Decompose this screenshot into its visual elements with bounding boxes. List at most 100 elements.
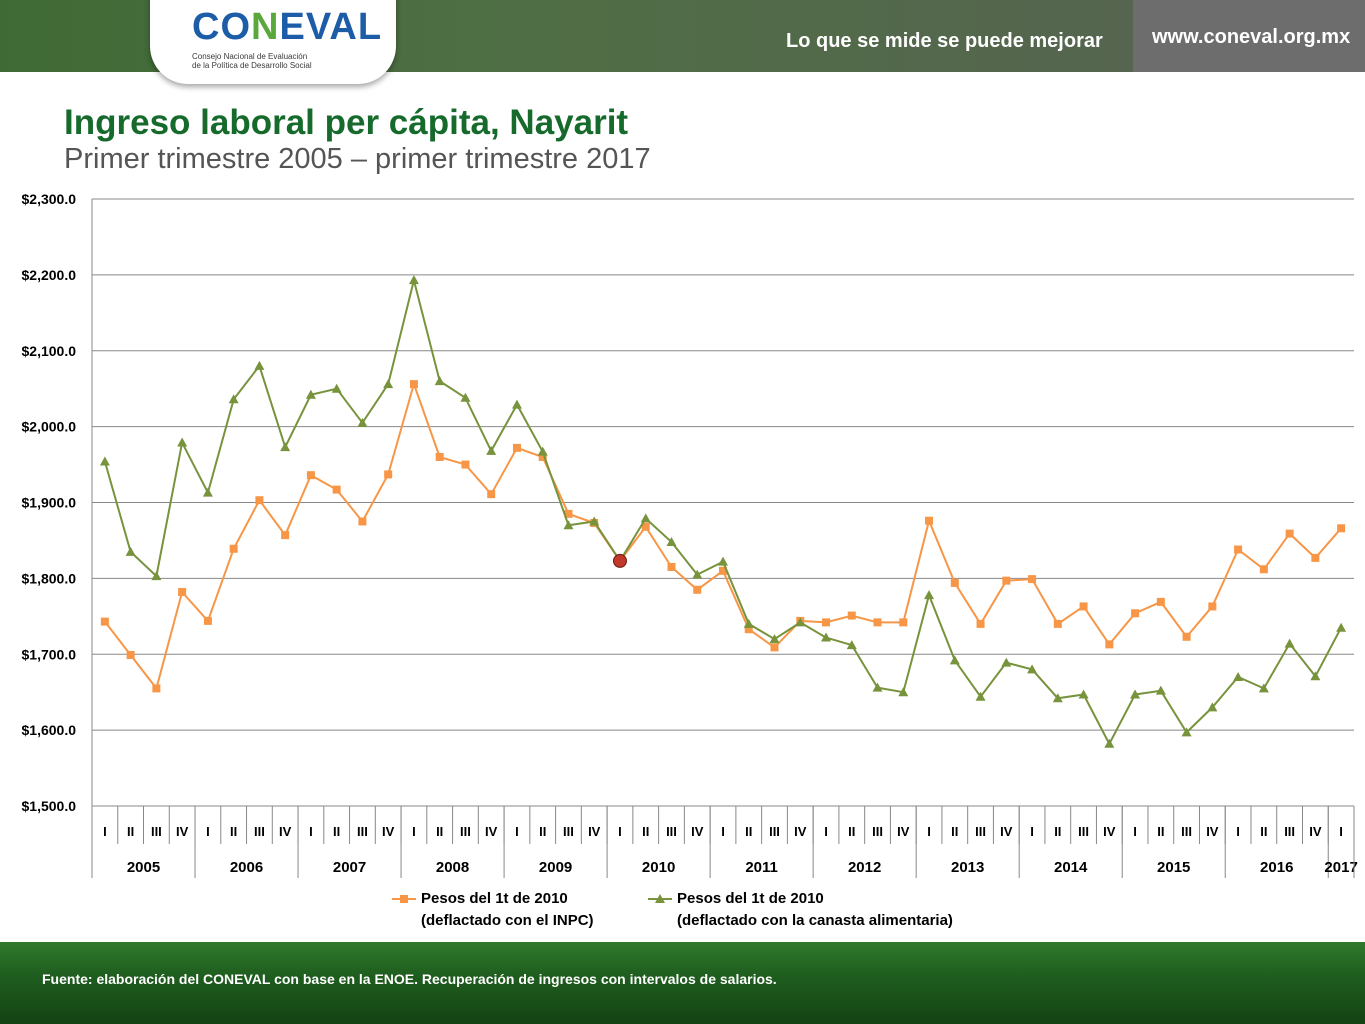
legend-marker-inpc <box>400 895 408 903</box>
data-point-canasta <box>1258 683 1269 693</box>
x-tick-quarter: IV <box>176 824 189 839</box>
data-point-canasta <box>795 617 806 627</box>
data-point-inpc <box>1285 529 1294 538</box>
data-point-inpc <box>1156 597 1165 606</box>
x-tick-quarter: II <box>1157 824 1164 839</box>
data-point-canasta <box>228 394 239 404</box>
data-point-canasta <box>1336 622 1347 632</box>
x-tick-quarter: III <box>975 824 986 839</box>
x-tick-quarter: II <box>1260 824 1267 839</box>
data-point-canasta <box>563 520 574 530</box>
x-tick-quarter: III <box>563 824 574 839</box>
data-point-canasta <box>486 445 497 455</box>
data-point-canasta <box>924 590 935 600</box>
data-point-inpc <box>1234 545 1243 554</box>
data-point-canasta <box>718 556 728 566</box>
website-url[interactable]: www.coneval.org.mx <box>1152 26 1351 48</box>
data-point-canasta <box>1181 727 1192 737</box>
x-tick-quarter: I <box>927 824 931 839</box>
data-point-canasta <box>383 379 394 389</box>
y-tick-label: $1,600.0 <box>22 722 77 738</box>
data-point-canasta <box>1310 671 1321 681</box>
data-point-inpc <box>976 619 985 628</box>
data-point-inpc <box>100 617 109 626</box>
data-point-canasta <box>254 360 265 370</box>
legend-marker-canasta <box>655 894 665 903</box>
data-point-inpc <box>487 490 496 499</box>
data-point-canasta <box>125 546 136 556</box>
legend-canasta-line-1: Pesos del 1t de 2010 <box>677 890 824 907</box>
data-point-inpc <box>1079 602 1088 611</box>
x-tick-quarter: I <box>721 824 725 839</box>
data-point-canasta <box>331 383 342 393</box>
data-point-inpc <box>873 618 882 627</box>
base-period-marker <box>612 553 627 568</box>
data-point-inpc <box>1002 576 1011 585</box>
data-point-inpc <box>512 443 521 452</box>
x-tick-quarter: III <box>1181 824 1192 839</box>
x-tick-year: 2016 <box>1260 859 1293 876</box>
data-point-canasta <box>1078 689 1089 699</box>
legend-inpc-line-1: Pesos del 1t de 2010 <box>421 890 568 907</box>
data-point-inpc <box>847 611 856 620</box>
header-url-box <box>1133 0 1365 72</box>
x-tick-quarter: III <box>1284 824 1295 839</box>
data-point-canasta <box>692 569 703 579</box>
y-tick-label: $2,300.0 <box>22 191 77 207</box>
y-tick-label: $2,000.0 <box>22 419 77 435</box>
x-tick-quarter: I <box>1339 824 1343 839</box>
data-point-inpc <box>1028 575 1037 584</box>
data-point-inpc <box>152 684 161 693</box>
y-tick-label: $1,900.0 <box>22 495 77 511</box>
x-tick-quarter: II <box>333 824 340 839</box>
x-tick-quarter: II <box>230 824 237 839</box>
data-point-inpc <box>1053 619 1062 628</box>
data-point-inpc <box>641 522 650 531</box>
y-tick-label: $1,700.0 <box>22 646 77 662</box>
y-tick-label: $1,800.0 <box>22 570 77 586</box>
x-tick-quarter: I <box>1030 824 1034 839</box>
data-point-inpc <box>719 566 727 575</box>
data-point-canasta <box>872 682 883 692</box>
x-tick-quarter: IV <box>691 824 704 839</box>
y-tick-label: $1,500.0 <box>22 798 77 814</box>
y-tick-label: $2,200.0 <box>22 267 77 283</box>
series-line <box>103 279 1342 746</box>
x-tick-year: 2005 <box>127 859 160 876</box>
x-tick-quarter: IV <box>1309 824 1322 839</box>
x-tick-year: 2008 <box>436 859 469 876</box>
page-subtitle: Primer trimestre 2005 – primer trimestre… <box>64 143 651 175</box>
x-tick-quarter: I <box>618 824 622 839</box>
data-point-canasta <box>1130 689 1141 699</box>
data-point-canasta <box>434 376 445 386</box>
data-point-inpc <box>1208 602 1217 611</box>
coneval-logo: CONEVAL <box>192 6 383 48</box>
series-line <box>104 380 1342 691</box>
x-tick-quarter: IV <box>485 824 498 839</box>
data-point-canasta <box>821 632 832 642</box>
x-tick-year: 2011 <box>745 859 778 876</box>
x-tick-quarter: I <box>515 824 519 839</box>
x-tick-quarter: II <box>642 824 649 839</box>
data-point-canasta <box>1207 702 1218 712</box>
data-point-inpc <box>306 471 315 480</box>
data-point-inpc <box>178 588 187 597</box>
data-point-inpc <box>744 625 753 634</box>
data-point-canasta <box>305 389 316 399</box>
data-point-canasta <box>357 417 368 427</box>
x-tick-year: 2009 <box>539 859 572 876</box>
x-tick-quarter: IV <box>279 824 292 839</box>
data-point-canasta <box>589 516 600 526</box>
logo-tab <box>150 0 396 84</box>
data-point-inpc <box>693 585 702 594</box>
x-tick-quarter: I <box>103 824 107 839</box>
data-point-inpc <box>384 470 393 479</box>
data-point-canasta <box>99 456 110 466</box>
data-point-canasta <box>460 392 471 402</box>
data-point-canasta <box>1104 738 1115 748</box>
x-tick-quarter: II <box>848 824 855 839</box>
data-point-canasta <box>1284 638 1295 648</box>
logo-subtitle-line-2: de la Política de Desarrollo Social <box>192 61 312 70</box>
x-tick-quarter: IV <box>1206 824 1219 839</box>
x-tick-quarter: III <box>666 824 677 839</box>
